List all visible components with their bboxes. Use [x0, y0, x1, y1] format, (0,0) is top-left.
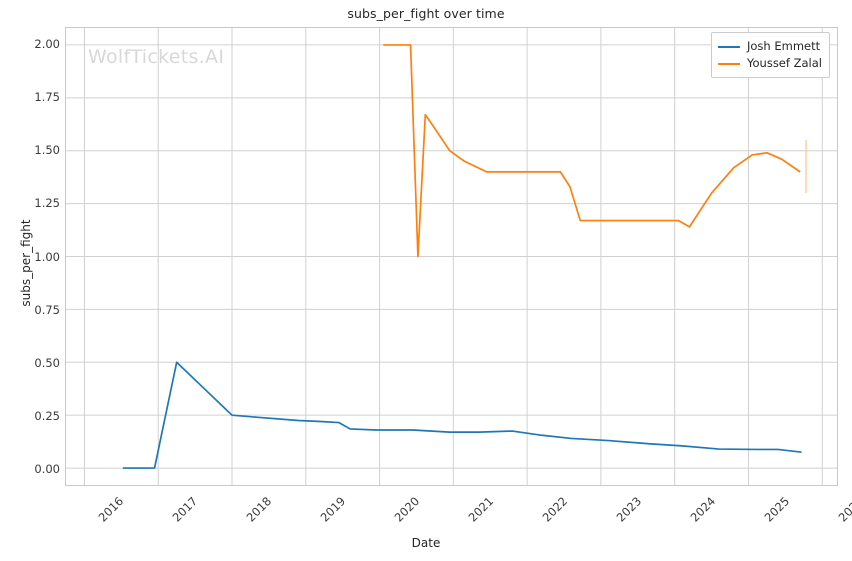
x-tick-label: 2017: [170, 494, 201, 525]
plot-area: WolfTickets.AI: [65, 27, 838, 486]
y-tick-label: 0.75: [34, 302, 60, 317]
y-axis-ticks: 0.00 0.25 0.50 0.75 1.00 1.25 1.50 1.75 2.00: [0, 0, 60, 561]
y-tick-label: 0.25: [34, 408, 60, 423]
chart-title: subs_per_fight over time: [347, 6, 505, 21]
x-tick-label: 2025: [761, 494, 793, 525]
y-axis-label: subs_per_fight: [19, 219, 33, 307]
y-tick-label: 0.50: [34, 355, 60, 370]
y-tick-label: 1.50: [34, 143, 60, 158]
x-tick-label: 2016: [96, 494, 127, 525]
x-tick-label: 2020: [391, 494, 423, 525]
y-tick-label: 1.75: [34, 90, 60, 105]
legend-swatch-icon: [718, 45, 740, 48]
series-line-2: [383, 44, 801, 258]
legend-label: Josh Emmett: [747, 38, 821, 53]
series-lines: [122, 44, 802, 469]
x-tick-label: 2019: [317, 494, 349, 525]
legend-label: Youssef Zalal: [747, 55, 822, 70]
y-tick-label: 1.00: [34, 249, 60, 264]
x-axis-label: Date: [411, 536, 441, 550]
legend-item-1[interactable]: Josh Emmett: [718, 38, 822, 55]
gridlines: [66, 28, 837, 485]
x-tick-label: 2024: [687, 494, 719, 525]
legend-item-2[interactable]: Youssef Zalal: [718, 55, 822, 72]
x-tick-label: 2026: [835, 494, 852, 525]
series-line-1: [122, 361, 802, 469]
x-tick-label: 2023: [613, 494, 645, 525]
y-tick-label: 0.00: [34, 462, 60, 476]
y-tick-label: 1.25: [34, 196, 60, 211]
x-tick-label: 2021: [465, 494, 497, 525]
y-tick-label: 2.00: [34, 37, 60, 51]
x-tick-label: 2018: [243, 494, 275, 525]
plot-canvas: [66, 28, 837, 485]
x-tick-label: 2022: [539, 494, 571, 525]
legend-swatch-icon: [718, 62, 740, 65]
chart-legend: Josh Emmett Youssef Zalal: [711, 32, 830, 78]
